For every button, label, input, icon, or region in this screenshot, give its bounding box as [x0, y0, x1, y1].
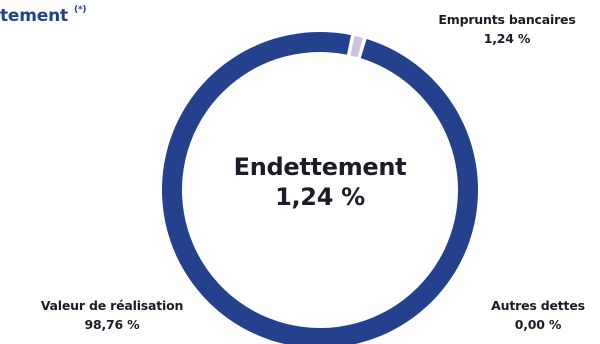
page-title-text: tement — [0, 6, 68, 26]
page-title: tement (*) — [0, 5, 87, 26]
donut-slice-emprunts-bancaires — [350, 35, 363, 58]
slice-value: 0,00 % — [514, 317, 562, 332]
center-label: Endettement — [233, 153, 407, 181]
donut-slices — [162, 31, 478, 344]
slice-name: Emprunts bancaires — [438, 12, 576, 27]
center-value: 1,24 % — [275, 183, 365, 211]
slice-label-autres-dettes: Autres dettes 0,00 % — [476, 296, 600, 334]
slice-label-emprunts-bancaires: Emprunts bancaires 1,24 % — [419, 10, 595, 48]
slice-name: Valeur de réalisation — [40, 298, 184, 313]
slice-name: Autres dettes — [491, 298, 585, 313]
donut-center-summary: Endettement 1,24 % — [220, 152, 420, 212]
slice-label-valeur-de-realisation: Valeur de réalisation 98,76 % — [22, 296, 202, 334]
title-footnote-marker: (*) — [73, 5, 87, 15]
slice-value: 98,76 % — [84, 317, 140, 332]
slice-value: 1,24 % — [483, 31, 531, 46]
